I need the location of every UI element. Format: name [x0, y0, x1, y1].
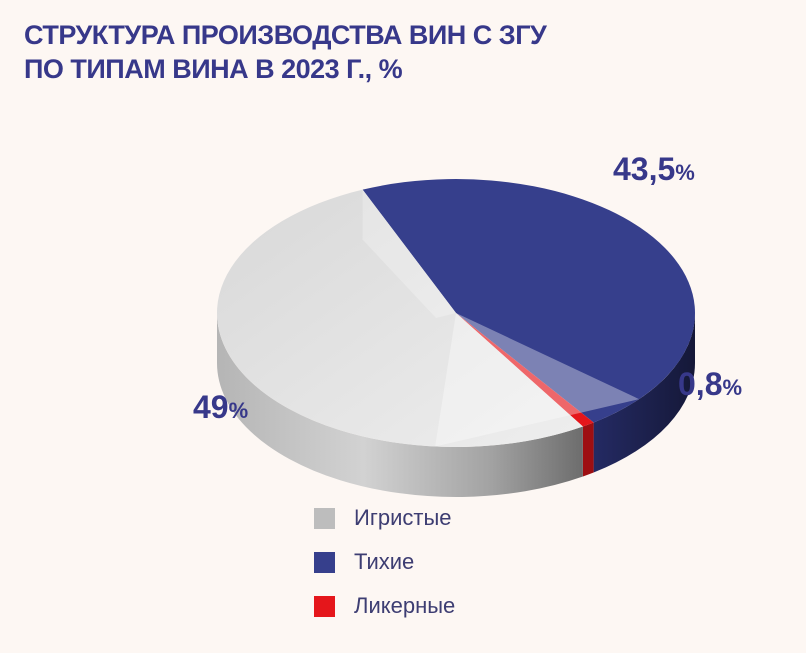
pie-slice-Тихие [362, 179, 695, 423]
data-label-Тихие: 43,5% [613, 151, 695, 187]
pie-slice-Игристые [216, 189, 583, 447]
legend-label: Ликерные [354, 593, 456, 618]
data-label-unit-Тихие: % [675, 160, 695, 185]
pie-side-Тихие [593, 313, 695, 473]
data-label-unit-Игристые: % [229, 398, 249, 423]
data-label-unit-Ликерные: % [722, 375, 742, 400]
legend-label: Игристые [354, 505, 452, 530]
pie-highlight-top [362, 189, 456, 318]
pie-slices-group [216, 179, 695, 497]
chart-legend: Игристые Тихие Ликерные [314, 496, 455, 628]
legend-swatch [314, 507, 335, 529]
chart-title-line-1: СТРУКТУРА ПРОИЗВОДСТВА ВИН С ЗГУ [24, 20, 547, 50]
data-label-value-Тихие: 43,5 [613, 151, 675, 187]
legend-item-Игристые: Игристые [314, 496, 455, 540]
chart-title-line-2: ПО ТИПАМ ВИНА В 2023 г., % [24, 54, 403, 84]
legend-item-Ликерные: Ликерные [314, 584, 455, 628]
pie-slice-Ликерные [456, 313, 594, 427]
pie-side-Игристые [216, 313, 583, 497]
data-label-Игристые: 49% [193, 389, 248, 425]
legend-label: Тихие [354, 549, 415, 574]
legend-swatch [314, 551, 335, 573]
data-label-Ликерные: 0,8% [678, 366, 742, 402]
legend-swatch [314, 595, 335, 617]
legend-item-Тихие: Тихие [314, 540, 455, 584]
data-label-value-Ликерные: 0,8 [678, 366, 722, 402]
pie-labels-group: 49%43,5%0,8% [193, 151, 742, 425]
chart-title: СТРУКТУРА ПРОИЗВОДСТВА ВИН С ЗГУ ПО ТИПА… [24, 18, 744, 86]
pie-highlight [435, 313, 640, 447]
pie-side-Ликерные [582, 422, 594, 477]
data-label-value-Игристые: 49 [193, 389, 229, 425]
